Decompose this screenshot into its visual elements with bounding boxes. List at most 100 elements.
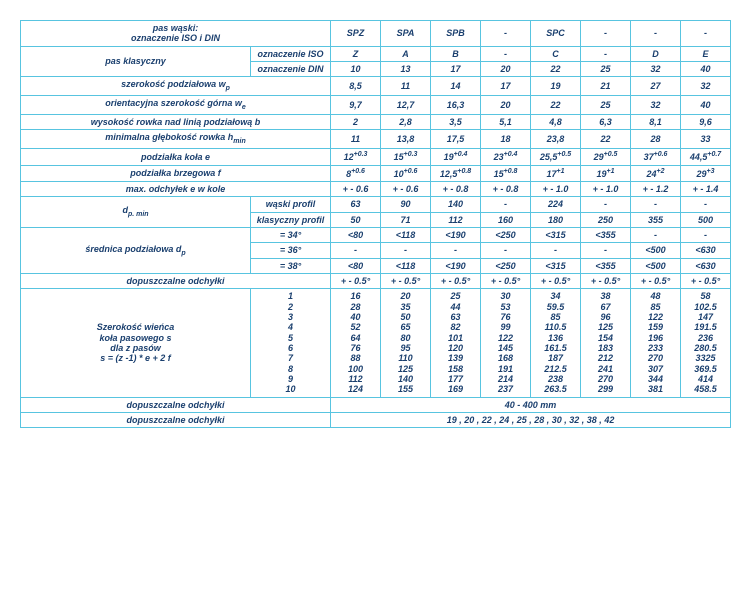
hdr-iso-4: SPC bbox=[531, 21, 581, 47]
srednica-r1-2: <190 bbox=[431, 227, 481, 242]
dpmin-r1-3: - bbox=[481, 197, 531, 212]
row-6-c3: + - 0.8 bbox=[481, 181, 531, 196]
row-6-c6: + - 1.2 bbox=[631, 181, 681, 196]
row-2-label: wysokość rowka nad linią podziałową b bbox=[21, 115, 331, 130]
row-1-c6: 32 bbox=[631, 96, 681, 115]
srednica-r3-3: <250 bbox=[481, 258, 531, 273]
row-2-c1: 2,8 bbox=[381, 115, 431, 130]
row-1-c7: 40 bbox=[681, 96, 731, 115]
srednica-r2-7: <630 bbox=[681, 243, 731, 258]
wieniec-label: Szerokość wieńcakoła pasowego sdla z pas… bbox=[21, 289, 251, 397]
wieniec-col-1: 203550658095110125140155 bbox=[381, 289, 431, 397]
dpmin-r1-6: - bbox=[631, 197, 681, 212]
srednica-r1-1: <118 bbox=[381, 227, 431, 242]
srednica-r1-sub: = 34° bbox=[251, 227, 331, 242]
row-3-c6: 28 bbox=[631, 130, 681, 149]
row-4-c0: 12+0.3 bbox=[331, 149, 381, 165]
row-3-c2: 17,5 bbox=[431, 130, 481, 149]
hdr-iso-sub: oznaczenie ISO bbox=[251, 46, 331, 61]
row-6-c1: + - 0.6 bbox=[381, 181, 431, 196]
hdr-iso2-5: - bbox=[581, 46, 631, 61]
row-4-c6: 37+0.6 bbox=[631, 149, 681, 165]
dop3-label: dopuszczalne odchyłki bbox=[21, 413, 331, 428]
dpmin-label: dp. min bbox=[21, 197, 251, 228]
dop1-4: + - 0.5° bbox=[531, 274, 581, 289]
dop1-3: + - 0.5° bbox=[481, 274, 531, 289]
hdr-iso-2: SPB bbox=[431, 21, 481, 47]
srednica-r1-3: <250 bbox=[481, 227, 531, 242]
hdr-din-1: 13 bbox=[381, 62, 431, 77]
row-3-c5: 22 bbox=[581, 130, 631, 149]
row-0-c4: 19 bbox=[531, 77, 581, 96]
hdr-iso2-2: B bbox=[431, 46, 481, 61]
row-4-c1: 15+0.3 bbox=[381, 149, 431, 165]
srednica-r2-1: - bbox=[381, 243, 431, 258]
srednica-r3-6: <500 bbox=[631, 258, 681, 273]
dop1-5: + - 0.5° bbox=[581, 274, 631, 289]
row-5-c0: 8+0.6 bbox=[331, 165, 381, 181]
dop2-label: dopuszczalne odchyłki bbox=[21, 397, 331, 412]
hdr-din-7: 40 bbox=[681, 62, 731, 77]
srednica-r3-5: <355 bbox=[581, 258, 631, 273]
row-1-c2: 16,3 bbox=[431, 96, 481, 115]
row-4-c5: 29+0.5 bbox=[581, 149, 631, 165]
row-0-c7: 32 bbox=[681, 77, 731, 96]
hdr-iso2-0: Z bbox=[331, 46, 381, 61]
hdr-iso-5: - bbox=[581, 21, 631, 47]
srednica-r2-2: - bbox=[431, 243, 481, 258]
row-5-c2: 12,5+0.8 bbox=[431, 165, 481, 181]
wieniec-col-2: 25446382101120139158177169 bbox=[431, 289, 481, 397]
hdr-iso2-7: E bbox=[681, 46, 731, 61]
row-0-c0: 8,5 bbox=[331, 77, 381, 96]
row-6-label: max. odchyłek e w kole bbox=[21, 181, 331, 196]
row-3-c4: 23,8 bbox=[531, 130, 581, 149]
hdr-iso-0: SPZ bbox=[331, 21, 381, 47]
srednica-r1-6: - bbox=[631, 227, 681, 242]
row-2-c3: 5,1 bbox=[481, 115, 531, 130]
srednica-r2-0: - bbox=[331, 243, 381, 258]
srednica-r1-7: - bbox=[681, 227, 731, 242]
dpmin-r2-2: 112 bbox=[431, 212, 481, 227]
row-2-c6: 8,1 bbox=[631, 115, 681, 130]
dpmin-r2-sub: klasyczny profil bbox=[251, 212, 331, 227]
row-5-c4: 17+1 bbox=[531, 165, 581, 181]
srednica-r1-4: <315 bbox=[531, 227, 581, 242]
row-0-c2: 14 bbox=[431, 77, 481, 96]
srednica-r3-1: <118 bbox=[381, 258, 431, 273]
dop1-6: + - 0.5° bbox=[631, 274, 681, 289]
hdr-iso-6: - bbox=[631, 21, 681, 47]
dpmin-r2-1: 71 bbox=[381, 212, 431, 227]
dpmin-r1-2: 140 bbox=[431, 197, 481, 212]
dpmin-r2-3: 160 bbox=[481, 212, 531, 227]
hdr-iso2-3: - bbox=[481, 46, 531, 61]
hdr-iso-3: - bbox=[481, 21, 531, 47]
srednica-r1-5: <355 bbox=[581, 227, 631, 242]
row-6-c5: + - 1.0 bbox=[581, 181, 631, 196]
row-3-c3: 18 bbox=[481, 130, 531, 149]
hdr-din-6: 32 bbox=[631, 62, 681, 77]
dpmin-r2-5: 250 bbox=[581, 212, 631, 227]
row-1-c5: 25 bbox=[581, 96, 631, 115]
dpmin-r1-1: 90 bbox=[381, 197, 431, 212]
hdr-iso2-4: C bbox=[531, 46, 581, 61]
dop1-7: + - 0.5° bbox=[681, 274, 731, 289]
hdr-din-4: 22 bbox=[531, 62, 581, 77]
row-4-label: podziałka koła e bbox=[21, 149, 331, 165]
srednica-r1-0: <80 bbox=[331, 227, 381, 242]
srednica-r3-0: <80 bbox=[331, 258, 381, 273]
row-1-c0: 9,7 bbox=[331, 96, 381, 115]
row-3-c7: 33 bbox=[681, 130, 731, 149]
hdr-iso2-6: D bbox=[631, 46, 681, 61]
row-0-c5: 21 bbox=[581, 77, 631, 96]
row-5-c1: 10+0.6 bbox=[381, 165, 431, 181]
hdr-classic-belt: pas klasyczny bbox=[21, 46, 251, 77]
dpmin-r1-sub: wąski profil bbox=[251, 197, 331, 212]
row-2-c5: 6,3 bbox=[581, 115, 631, 130]
wieniec-col-5: 386796125154183212241270299 bbox=[581, 289, 631, 397]
hdr-iso-7: - bbox=[681, 21, 731, 47]
wieniec-col-4: 3459.585110.5136161.5187212.5238263.5 bbox=[531, 289, 581, 397]
wieniec-col-3: 30537699122145168191214237 bbox=[481, 289, 531, 397]
row-5-c6: 24+2 bbox=[631, 165, 681, 181]
dpmin-r1-4: 224 bbox=[531, 197, 581, 212]
row-0-label: szerokość podziałowa wp bbox=[21, 77, 331, 96]
